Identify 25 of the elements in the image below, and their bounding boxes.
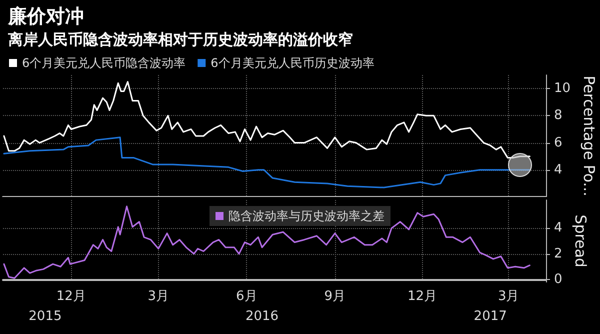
y-tick-label: 0 bbox=[554, 272, 562, 287]
y-tick-label: 4 bbox=[554, 162, 562, 178]
x-tick-label: 3月 bbox=[498, 289, 520, 304]
y-tick-label: 8 bbox=[554, 108, 562, 124]
y-tick-label: 2 bbox=[554, 246, 562, 262]
x2-tick-label: 2017 bbox=[474, 309, 507, 324]
chart-title: 廉价对冲 bbox=[7, 6, 84, 28]
chart-subtitle: 离岸人民币隐含波动率相对于历史波动率的溢价收窄 bbox=[7, 30, 353, 48]
x-tick-label: 12月 bbox=[56, 289, 86, 304]
x2-tick-label: 2015 bbox=[28, 309, 62, 324]
y-axis-title: Percentage Po... bbox=[580, 76, 598, 196]
line-series bbox=[3, 136, 530, 188]
legend-label: 6个月美元兑人民币隐含波动率 bbox=[22, 56, 186, 70]
y-tick-label: 4 bbox=[554, 220, 562, 236]
x-tick-label: 6月 bbox=[236, 289, 258, 304]
x2-tick-label: 2016 bbox=[245, 309, 279, 324]
line-series bbox=[3, 206, 530, 279]
y-tick-label: 10 bbox=[554, 81, 571, 96]
x-tick-label: 12月 bbox=[407, 289, 438, 304]
legend-label: 隐含波动率与历史波动率之差 bbox=[228, 209, 384, 223]
legend-label: 6个月美元兑人民币历史波动率 bbox=[210, 56, 374, 70]
x-tick-label: 3月 bbox=[148, 289, 170, 304]
y-tick-label: 6 bbox=[554, 135, 562, 150]
x-tick-label: 9月 bbox=[324, 289, 346, 304]
y-axis-title: Spread bbox=[572, 214, 590, 268]
